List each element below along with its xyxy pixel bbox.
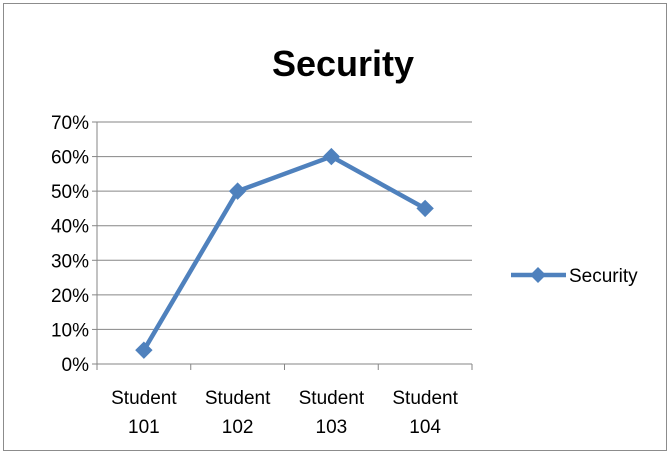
x-tick-label-line: Student <box>299 388 365 409</box>
y-tick-label: 50% <box>51 182 89 203</box>
axes <box>92 121 473 370</box>
x-tick-label-line: Student <box>205 388 271 409</box>
chart-frame <box>3 3 667 451</box>
data-point <box>228 182 247 200</box>
legend: Security <box>511 266 638 287</box>
x-tick-label-line: 102 <box>222 417 254 438</box>
chart-title: Security <box>272 43 414 84</box>
x-tick-label-line: Student <box>111 388 177 409</box>
x-axis-tick-labels: Student 101 Student 102 Student 103 Student 104 <box>111 388 458 438</box>
y-tick-label: 30% <box>51 251 89 272</box>
x-tick-label: Student 103 <box>299 388 365 438</box>
x-tick-label-line: Student <box>392 388 458 409</box>
x-tick-label: Student 102 <box>205 388 271 438</box>
y-tick-label: 20% <box>51 286 89 307</box>
y-tick-label: 0% <box>62 355 90 376</box>
series-line <box>141 154 428 353</box>
y-tick-label: 40% <box>51 217 89 238</box>
x-tick-label: Student 101 <box>111 388 177 438</box>
y-tick-label: 10% <box>51 320 89 341</box>
y-tick-label: 60% <box>51 148 89 169</box>
series-layer <box>135 147 434 359</box>
x-tick-label: Student 104 <box>392 388 458 438</box>
legend-label: Security <box>569 266 638 287</box>
y-axis-tick-labels: 0% 10% 20% 30% 40% 50% 60% 70% <box>51 113 89 376</box>
x-tick-label-line: 103 <box>316 417 348 438</box>
data-point <box>322 147 341 166</box>
x-tick-label-line: 104 <box>409 417 441 438</box>
data-point <box>135 341 153 359</box>
y-tick-label: 70% <box>51 113 89 134</box>
x-tick-label-line: 101 <box>128 417 160 438</box>
legend-marker <box>530 267 546 283</box>
data-point <box>416 199 434 218</box>
gridlines <box>97 121 472 330</box>
